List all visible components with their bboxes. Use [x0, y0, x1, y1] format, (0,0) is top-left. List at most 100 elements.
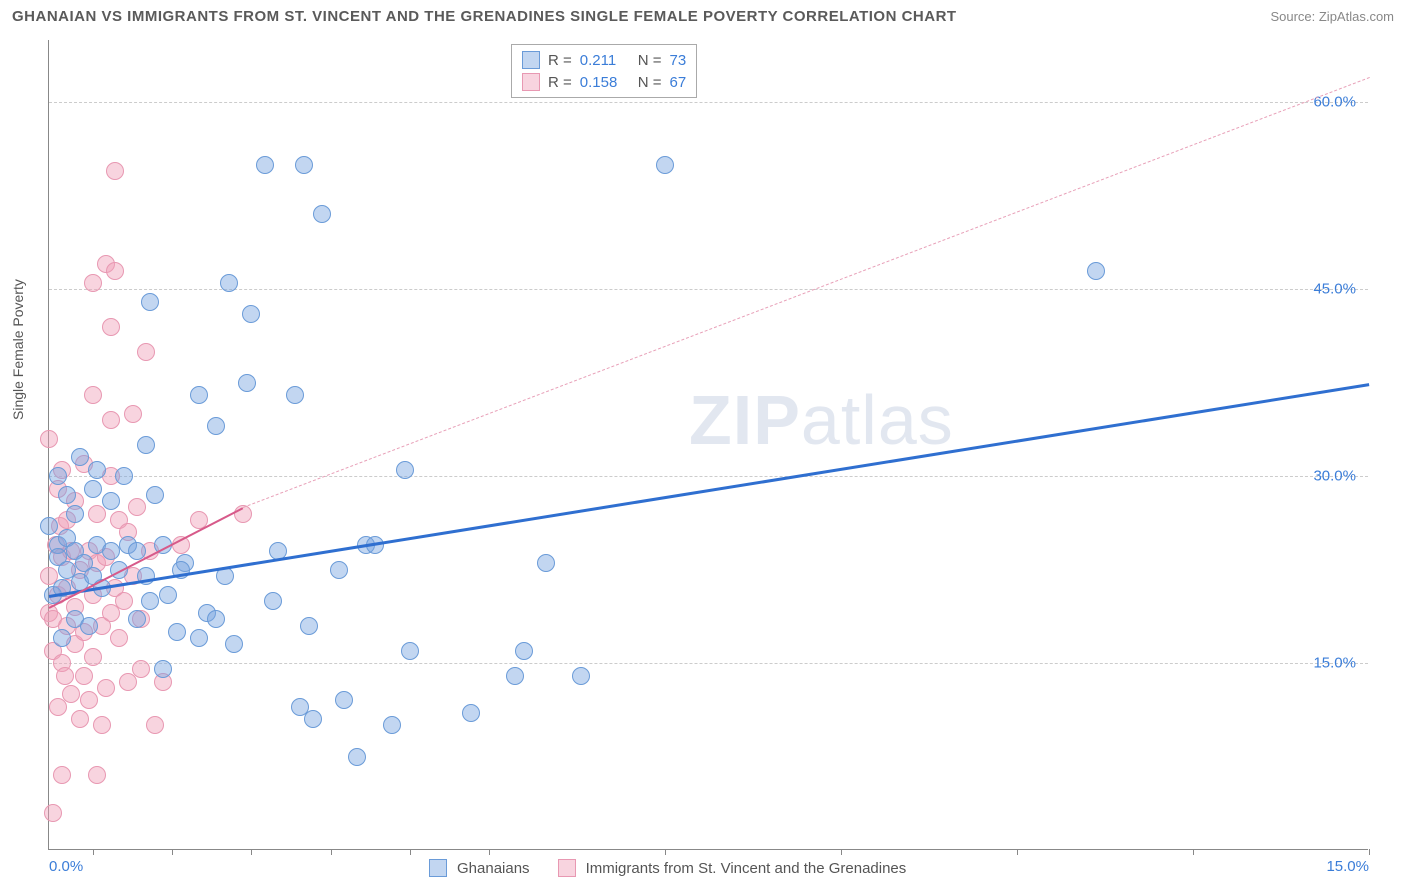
- data-point: [146, 486, 164, 504]
- chart: ZIPatlas 15.0%30.0%45.0%60.0%0.0%15.0%R …: [48, 40, 1368, 850]
- data-point: [44, 804, 62, 822]
- legend-stats: R = 0.211 N = 73 R = 0.158 N = 67: [511, 44, 697, 98]
- data-point: [84, 386, 102, 404]
- x-tick-mark: [410, 849, 411, 855]
- plot-area: ZIPatlas 15.0%30.0%45.0%60.0%0.0%15.0%R …: [48, 40, 1368, 850]
- data-point: [159, 586, 177, 604]
- data-point: [132, 660, 150, 678]
- data-point: [137, 343, 155, 361]
- data-point: [304, 710, 322, 728]
- x-tick-mark: [665, 849, 666, 855]
- data-point: [515, 642, 533, 660]
- data-point: [80, 617, 98, 635]
- x-tick-label: 0.0%: [49, 858, 83, 875]
- data-point: [348, 748, 366, 766]
- data-point: [264, 592, 282, 610]
- legend-swatch: [558, 859, 576, 877]
- data-point: [238, 374, 256, 392]
- data-point: [58, 486, 76, 504]
- grid-line-h: [49, 289, 1368, 290]
- x-tick-mark: [1369, 849, 1370, 855]
- n-value: 73: [670, 52, 687, 69]
- data-point: [93, 716, 111, 734]
- data-point: [330, 561, 348, 579]
- data-point: [84, 480, 102, 498]
- data-point: [295, 156, 313, 174]
- chart-title: GHANAIAN VS IMMIGRANTS FROM ST. VINCENT …: [12, 8, 957, 25]
- data-point: [256, 156, 274, 174]
- legend-swatch: [522, 73, 540, 91]
- x-tick-mark: [331, 849, 332, 855]
- legend-swatch: [429, 859, 447, 877]
- data-point: [71, 448, 89, 466]
- data-point: [128, 610, 146, 628]
- legend-swatch: [522, 51, 540, 69]
- data-point: [190, 386, 208, 404]
- r-value: 0.211: [580, 52, 630, 69]
- data-point: [506, 667, 524, 685]
- data-point: [128, 498, 146, 516]
- data-point: [462, 704, 480, 722]
- n-value: 67: [670, 74, 687, 91]
- x-tick-label: 15.0%: [1326, 858, 1369, 875]
- data-point: [154, 660, 172, 678]
- data-point: [335, 691, 353, 709]
- grid-line-h: [49, 476, 1368, 477]
- data-point: [300, 617, 318, 635]
- watermark: ZIPatlas: [689, 380, 954, 460]
- legend-stats-row: R = 0.158 N = 67: [522, 71, 686, 93]
- n-label: N =: [638, 52, 662, 69]
- data-point: [102, 492, 120, 510]
- data-point: [110, 629, 128, 647]
- data-point: [396, 461, 414, 479]
- data-point: [75, 667, 93, 685]
- data-point: [137, 436, 155, 454]
- data-point: [115, 467, 133, 485]
- r-value: 0.158: [580, 74, 630, 91]
- data-point: [56, 667, 74, 685]
- data-point: [102, 411, 120, 429]
- data-point: [537, 554, 555, 572]
- data-point: [124, 405, 142, 423]
- y-tick-label: 15.0%: [1313, 655, 1356, 672]
- source-label: Source: ZipAtlas.com: [1270, 9, 1394, 24]
- data-point: [242, 305, 260, 323]
- data-point: [225, 635, 243, 653]
- y-tick-label: 45.0%: [1313, 281, 1356, 298]
- data-point: [88, 766, 106, 784]
- x-tick-mark: [251, 849, 252, 855]
- x-tick-mark: [1017, 849, 1018, 855]
- grid-line-h: [49, 663, 1368, 664]
- data-point: [53, 766, 71, 784]
- data-point: [88, 461, 106, 479]
- trend-line: [242, 77, 1369, 508]
- data-point: [71, 710, 89, 728]
- data-point: [383, 716, 401, 734]
- data-point: [401, 642, 419, 660]
- r-label: R =: [548, 74, 572, 91]
- data-point: [102, 542, 120, 560]
- data-point: [40, 430, 58, 448]
- y-tick-label: 30.0%: [1313, 468, 1356, 485]
- legend-stats-row: R =0.211N =73: [522, 49, 686, 71]
- data-point: [115, 592, 133, 610]
- grid-line-h: [49, 102, 1368, 103]
- legend-label: Immigrants from St. Vincent and the Gren…: [586, 860, 907, 877]
- data-point: [1087, 262, 1105, 280]
- data-point: [49, 467, 67, 485]
- x-tick-mark: [1193, 849, 1194, 855]
- legend-series: GhanaiansImmigrants from St. Vincent and…: [429, 859, 924, 877]
- data-point: [656, 156, 674, 174]
- data-point: [220, 274, 238, 292]
- data-point: [141, 592, 159, 610]
- data-point: [53, 629, 71, 647]
- data-point: [40, 517, 58, 535]
- data-point: [106, 162, 124, 180]
- trend-line: [49, 383, 1369, 598]
- data-point: [80, 691, 98, 709]
- x-tick-mark: [172, 849, 173, 855]
- n-label: N =: [638, 74, 662, 91]
- data-point: [146, 716, 164, 734]
- data-point: [190, 629, 208, 647]
- data-point: [207, 417, 225, 435]
